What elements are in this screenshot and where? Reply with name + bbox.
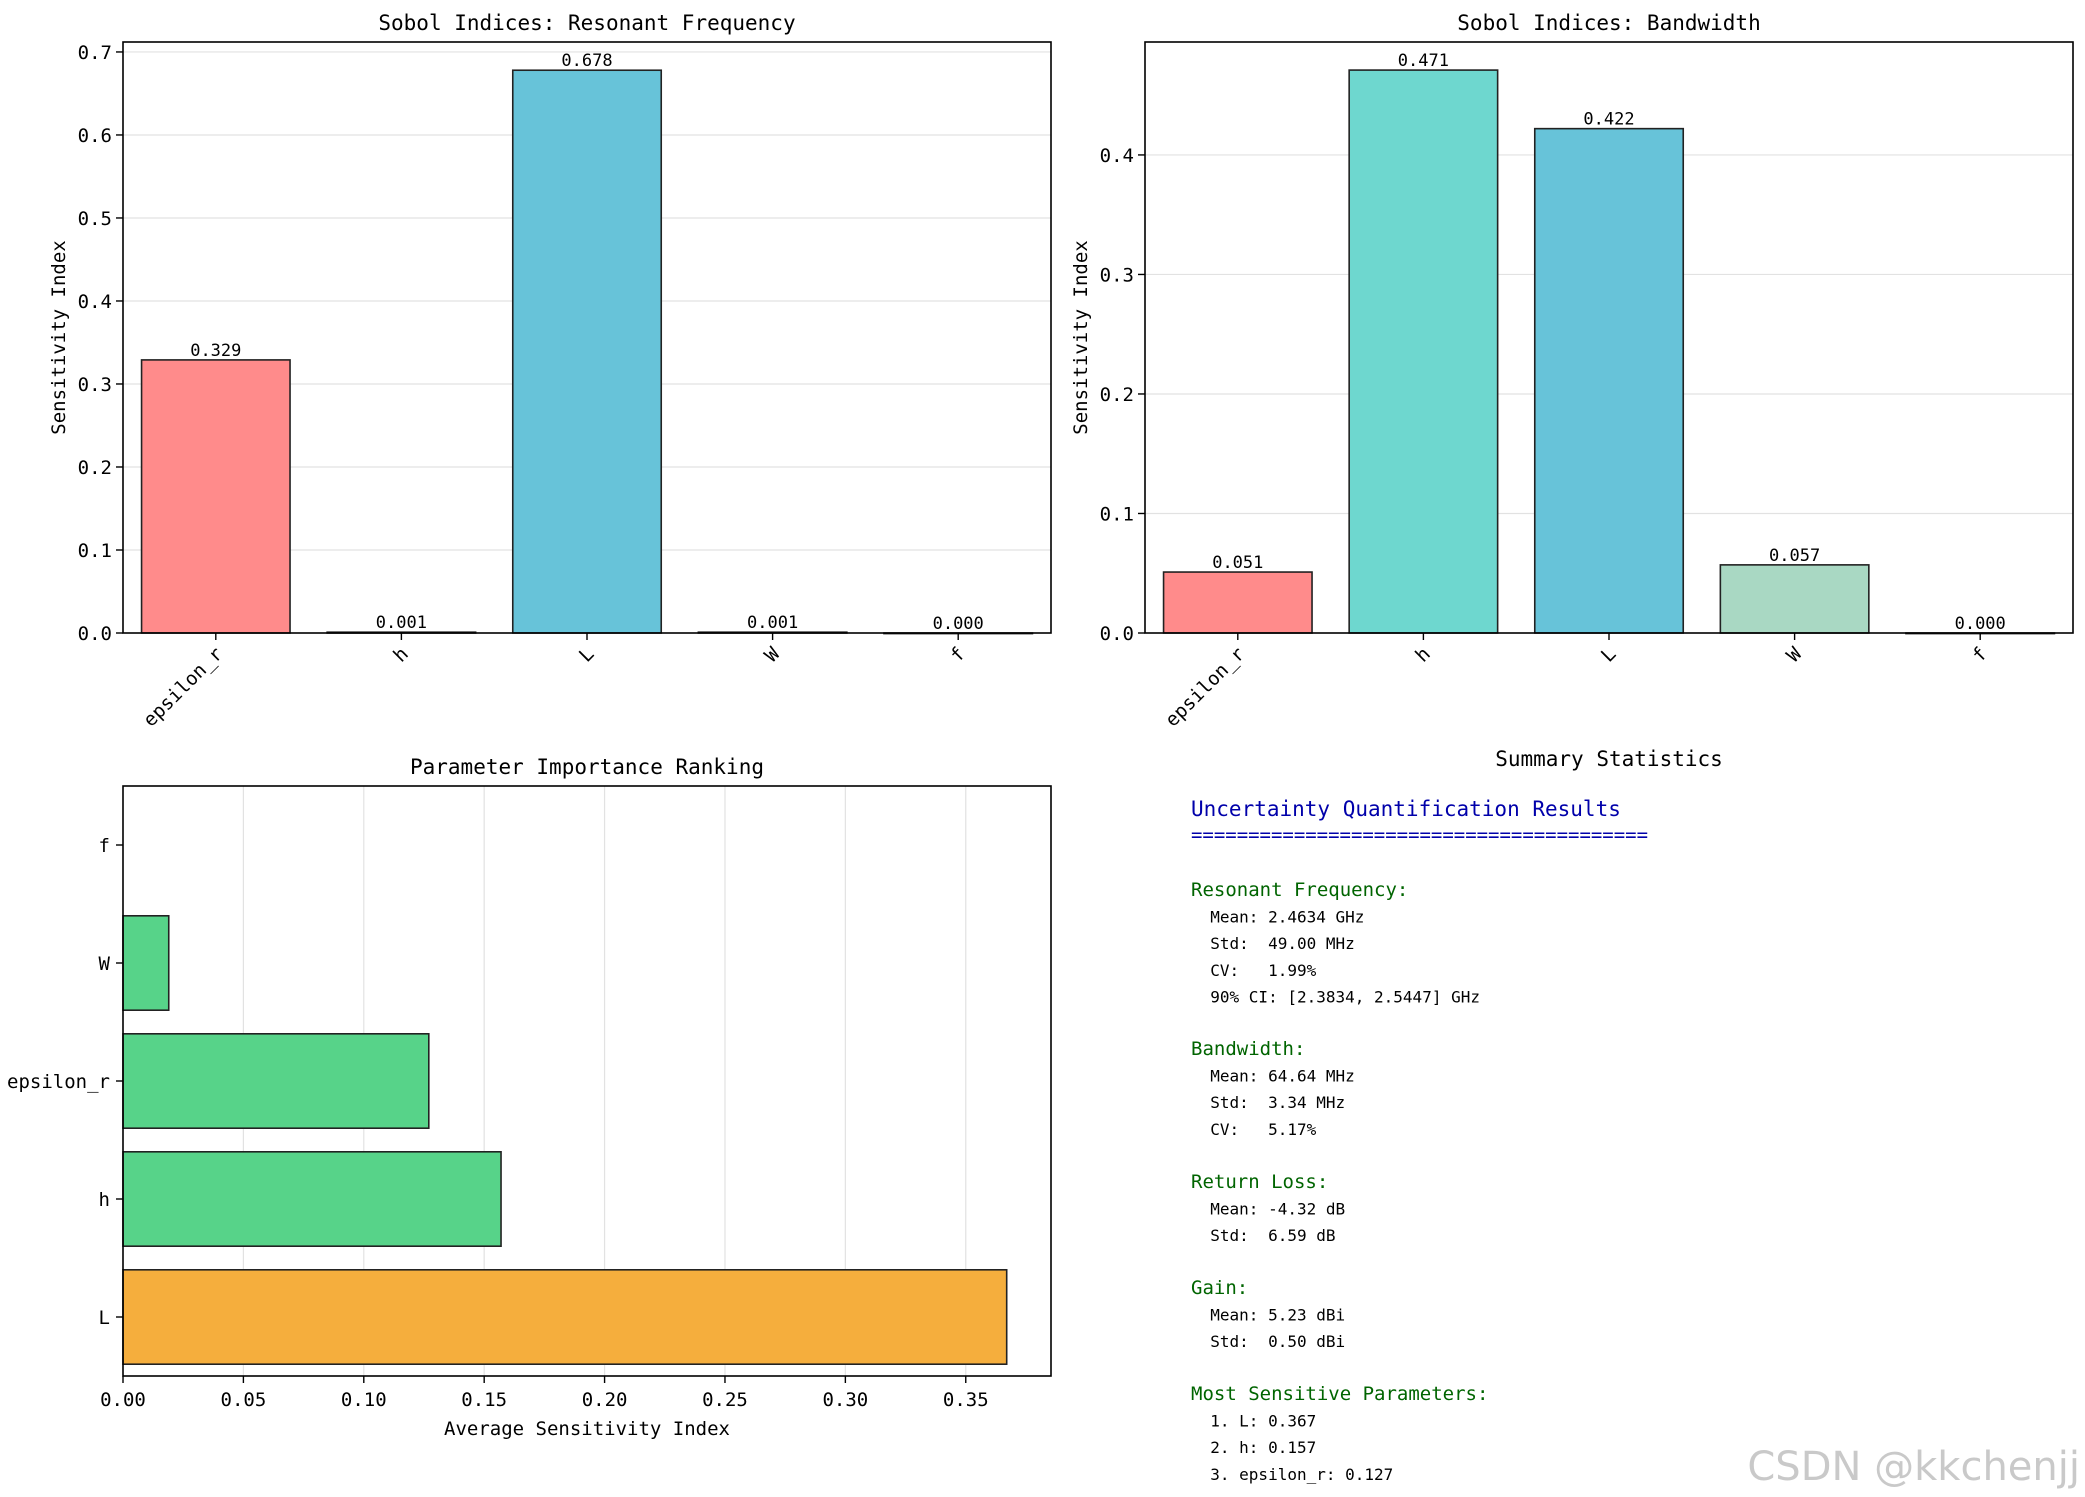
summary-line: 90% CI: [2.3834, 2.5447] GHz (1191, 987, 1480, 1006)
y-tick-label: 0.2 (78, 457, 112, 479)
value-label-l: 0.422 (1583, 110, 1634, 130)
x-axis-label: Average Sensitivity Index (444, 1418, 730, 1440)
y-tick-label-f: f (99, 835, 110, 857)
chart-title: Parameter Importance Ranking (410, 755, 764, 779)
bar-l (511, 69, 663, 634)
value-label-epsilon-r: 0.329 (190, 341, 241, 361)
value-label-l: 0.678 (561, 51, 612, 71)
y-axis-label: Sensitivity Index (1070, 240, 1092, 434)
summary-heading: Uncertainty Quantification Results (1191, 797, 1621, 821)
summary-line: Mean: 2.4634 GHz (1191, 908, 1364, 927)
y-tick-label: 0.0 (78, 623, 112, 645)
x-tick-label: 0.05 (221, 1389, 267, 1411)
summary-title: Summary Statistics (1495, 747, 1723, 771)
value-label-h: 0.001 (376, 613, 427, 633)
x-tick-label: 0.25 (702, 1389, 748, 1411)
summary-section-title: Bandwidth: (1191, 1038, 1305, 1060)
y-tick-label: 0.4 (1100, 145, 1134, 167)
summary-line: Std: 49.00 MHz (1191, 934, 1355, 953)
y-tick-label: 0.3 (78, 374, 112, 396)
summary-section-title: Resonant Frequency: (1191, 879, 1408, 901)
y-tick-label-h: h (99, 1189, 110, 1211)
plot-frame (122, 785, 1052, 1377)
y-tick-label: 0.1 (78, 540, 112, 562)
summary-section-title: Gain: (1191, 1277, 1248, 1299)
summary-line: Std: 0.50 dBi (1191, 1332, 1345, 1351)
y-tick-label: 0.1 (1100, 503, 1134, 525)
bar-h (122, 1151, 502, 1248)
y-tick-label-w: W (99, 953, 111, 975)
summary-line: 1. L: 0.367 (1191, 1412, 1316, 1431)
y-tick-label: 0.4 (78, 291, 112, 313)
summary-line: Mean: 64.64 MHz (1191, 1067, 1355, 1086)
watermark: CSDN @kkchenjj (1747, 1444, 2080, 1490)
summary-line: 2. h: 0.157 (1191, 1438, 1316, 1457)
y-tick-label: 0.7 (78, 42, 112, 64)
x-tick-label: 0.30 (822, 1389, 868, 1411)
value-label-h: 0.471 (1398, 51, 1449, 71)
summary-line: 3. epsilon_r: 0.127 (1191, 1465, 1393, 1484)
bar-w (1719, 564, 1870, 634)
y-tick-label: 0.0 (1100, 623, 1134, 645)
summary-rule: ======================================== (1191, 824, 1648, 846)
summary-statistics-panel: Summary Statistics Uncertainty Quantifica… (1191, 747, 1723, 1484)
summary-line: CV: 1.99% (1191, 961, 1317, 980)
bar-epsilon-r (122, 1033, 430, 1130)
y-tick-label: 0.3 (1100, 264, 1134, 286)
summary-section-title: Return Loss: (1191, 1171, 1328, 1193)
y-tick-label-l: L (99, 1307, 110, 1329)
bar-epsilon-r (1162, 571, 1313, 634)
summary-line: Mean: -4.32 dB (1191, 1200, 1345, 1219)
x-tick-label: 0.00 (100, 1389, 146, 1411)
value-label-w: 0.057 (1769, 546, 1820, 566)
value-label-epsilon-r: 0.051 (1212, 553, 1263, 573)
bar-epsilon-r (140, 359, 291, 634)
x-tick-label: 0.10 (341, 1389, 387, 1411)
chart-title: Sobol Indices: Resonant Frequency (378, 11, 795, 35)
y-axis-label: Sensitivity Index (48, 240, 70, 434)
chart-title: Sobol Indices: Bandwidth (1457, 11, 1760, 35)
plot-frame (122, 41, 1052, 634)
summary-line: CV: 5.17% (1191, 1120, 1317, 1139)
summary-section-title: Most Sensitive Parameters: (1191, 1383, 1488, 1405)
summary-line: Mean: 5.23 dBi (1191, 1306, 1345, 1325)
bandwidth-chart: 0.00.10.20.30.40.051epsilon_r0.471h0.422… (1070, 11, 2074, 731)
value-label-f: 0.000 (933, 614, 984, 634)
value-label-f: 0.000 (1955, 614, 2006, 634)
bar-l (122, 1269, 1008, 1366)
y-tick-label-epsilon-r: epsilon_r (7, 1071, 110, 1093)
bar-l (1533, 127, 1685, 634)
value-label-w: 0.001 (747, 613, 798, 633)
bar-h (1348, 69, 1499, 634)
y-tick-label: 0.6 (78, 125, 112, 147)
bar-w (122, 914, 170, 1011)
plot-frame (1144, 41, 2074, 634)
x-tick-label: 0.20 (582, 1389, 628, 1411)
summary-line: Std: 3.34 MHz (1191, 1093, 1345, 1112)
x-tick-label: 0.15 (461, 1389, 507, 1411)
y-tick-label: 0.5 (78, 208, 112, 230)
y-tick-label: 0.2 (1100, 384, 1134, 406)
x-tick-label: 0.35 (943, 1389, 989, 1411)
summary-line: Std: 6.59 dB (1191, 1226, 1336, 1245)
importance-ranking-chart: 0.00 0.05 0.10 0.15 0.20 0.25 0.30 0.35 Lh epsilo… (7, 755, 1052, 1440)
